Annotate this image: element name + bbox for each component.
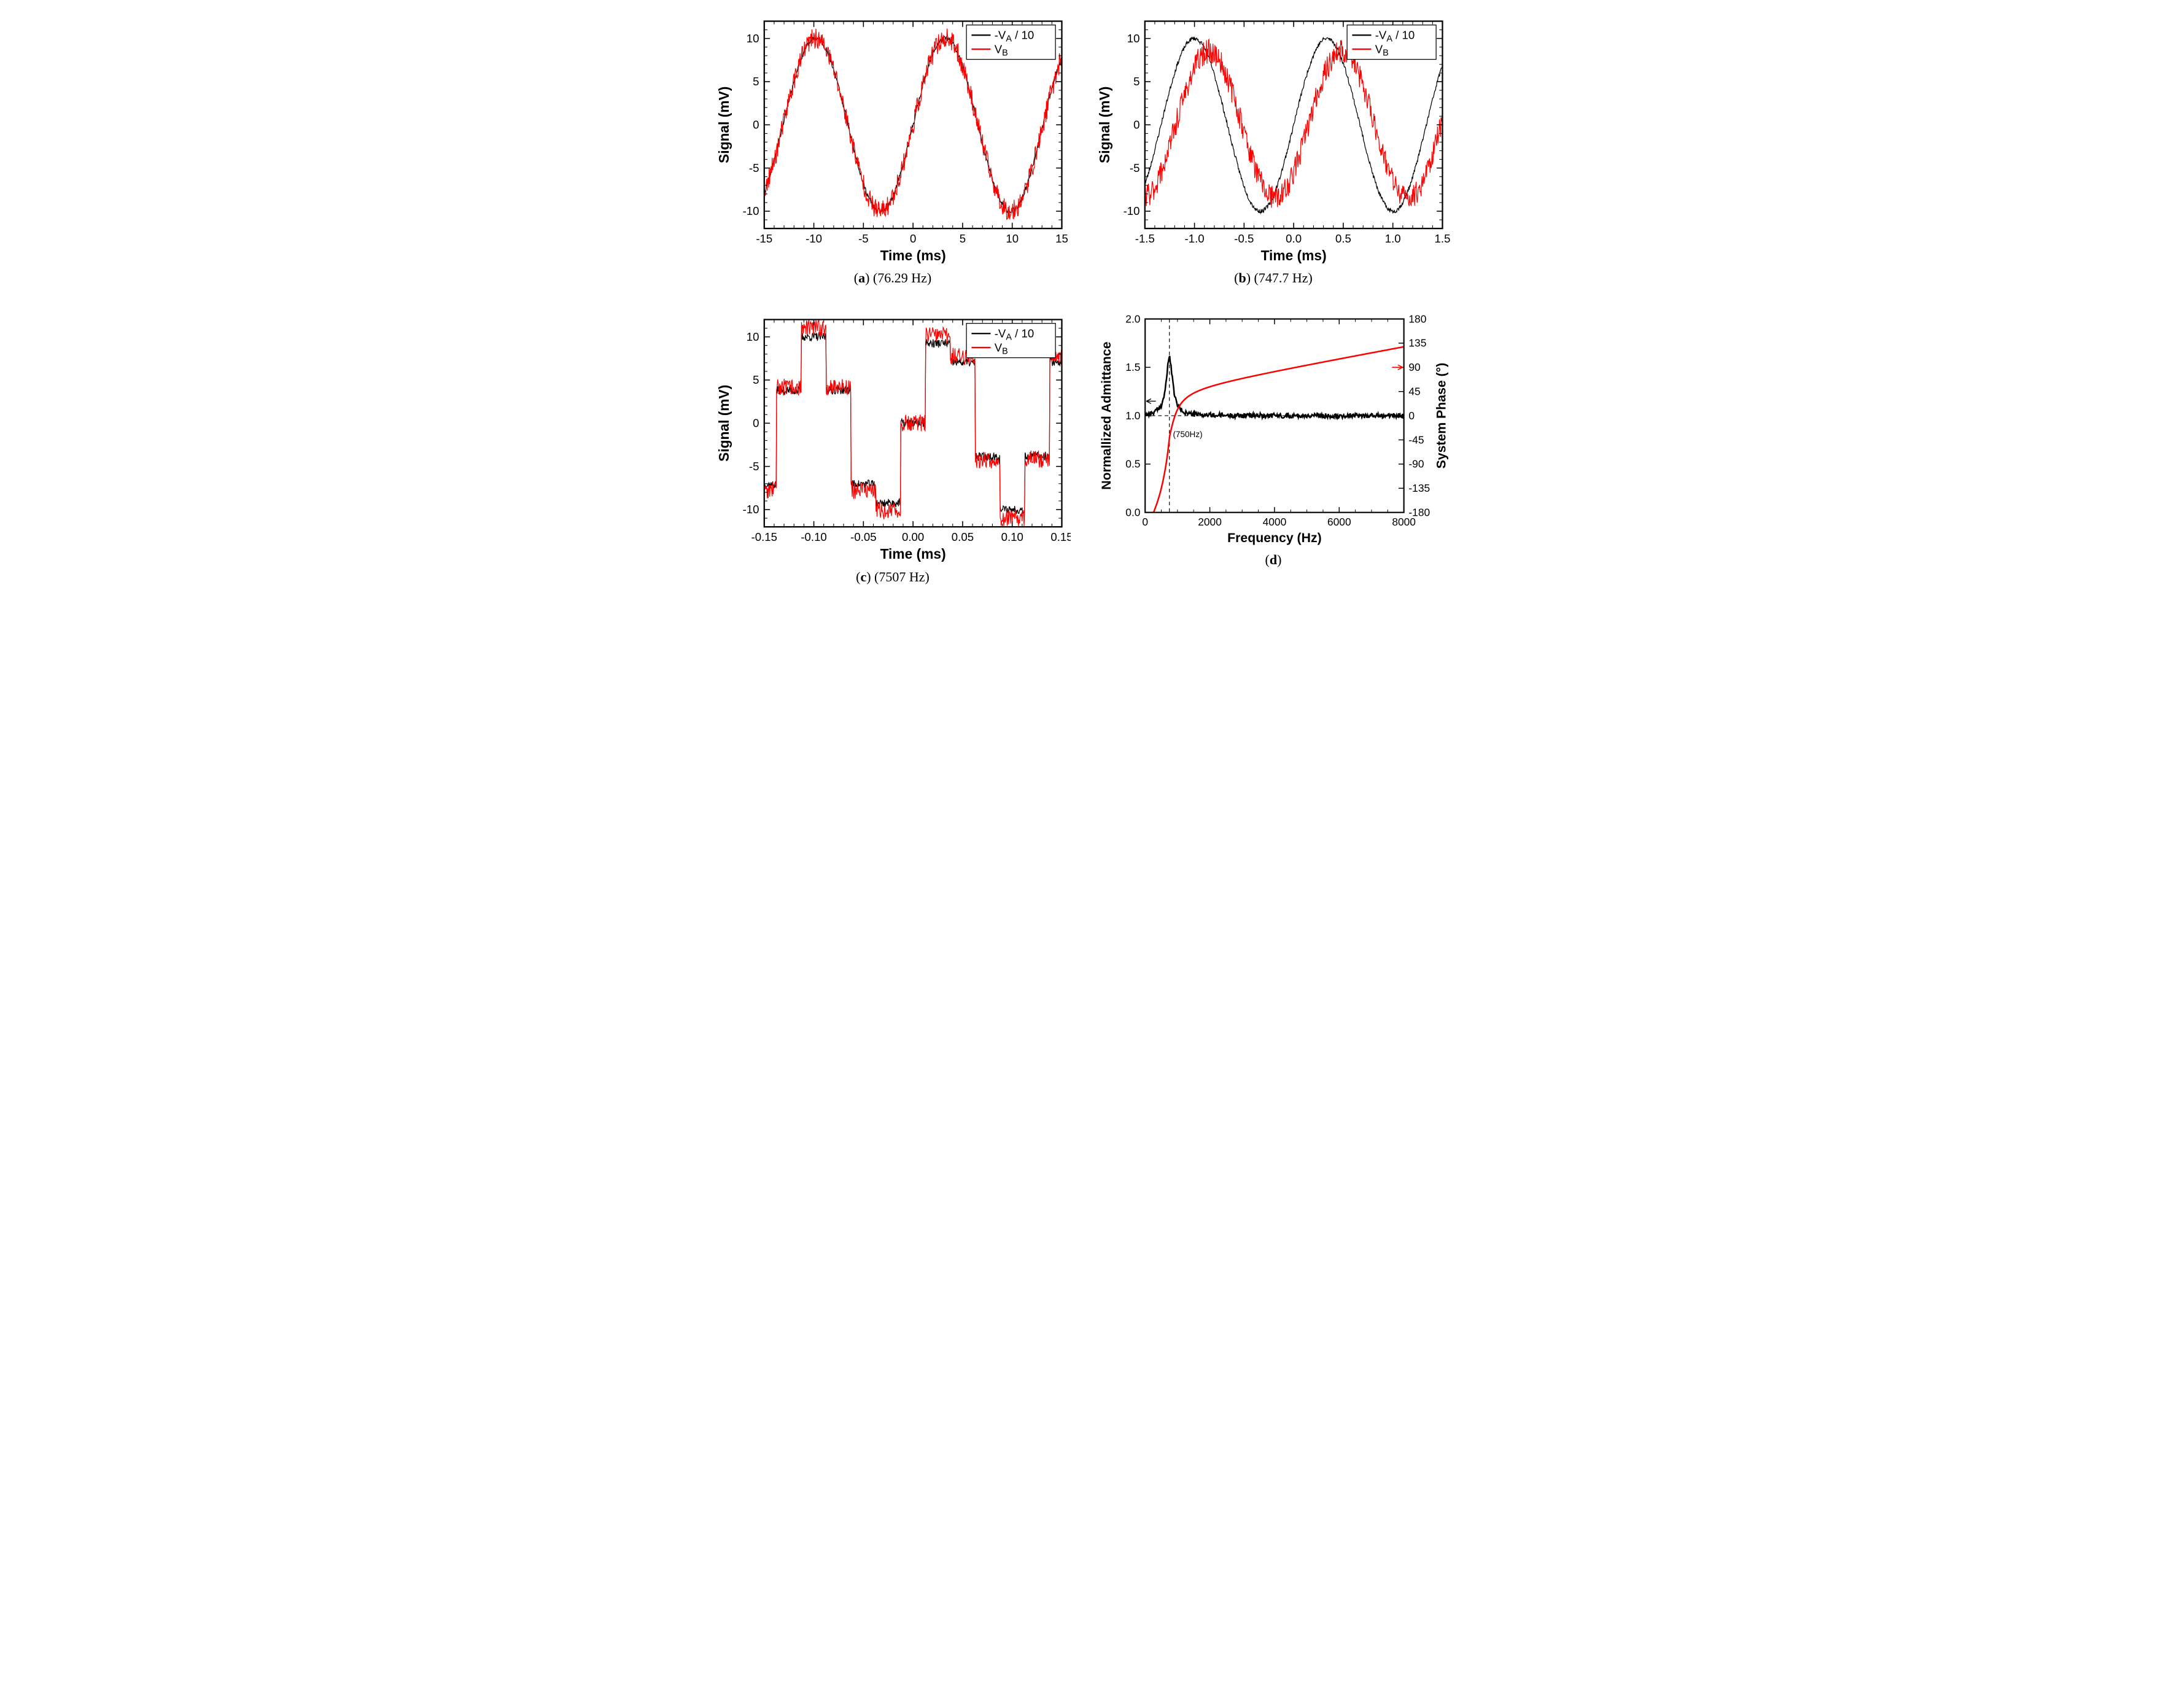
panel-d: 020004000600080000.00.51.01.52.0-180-135… (1095, 311, 1451, 584)
caption-c-text: (7507 Hz) (874, 569, 930, 584)
svg-text:Normallized Admittance: Normallized Admittance (1099, 342, 1114, 490)
svg-text:0.05: 0.05 (952, 530, 974, 543)
svg-text:4000: 4000 (1263, 516, 1287, 528)
svg-text:0.10: 0.10 (1001, 530, 1023, 543)
figure-grid: -15 -10 -5 0 5 10 15 -10 -5 0 5 10 Time (ms) Signal (… (715, 12, 1451, 585)
svg-text:-5: -5 (749, 460, 759, 473)
svg-text:-5: -5 (858, 232, 869, 245)
caption-b-tag: b (1238, 270, 1246, 285)
plot-d-svg: 020004000600080000.00.51.01.52.0-180-135… (1095, 311, 1451, 548)
svg-text:0.5: 0.5 (1125, 458, 1140, 470)
plot-b-svg: -1.5 -1.0 -0.5 0.0 0.5 1.0 1.5 -10 -5 0 5 10 Time (m… (1095, 12, 1451, 266)
svg-text:135: 135 (1408, 337, 1426, 349)
svg-text:-0.05: -0.05 (850, 530, 876, 543)
svg-text:System Phase (°): System Phase (°) (1434, 363, 1448, 469)
svg-text:2.0: 2.0 (1125, 313, 1140, 325)
svg-text:-1.5: -1.5 (1135, 232, 1155, 245)
svg-text:0: 0 (1408, 410, 1415, 422)
svg-text:1.5: 1.5 (1125, 361, 1140, 373)
svg-text:Time (ms): Time (ms) (880, 546, 946, 562)
svg-text:(750Hz): (750Hz) (1173, 430, 1203, 439)
svg-text:-10: -10 (805, 232, 822, 245)
svg-text:1.5: 1.5 (1435, 232, 1451, 245)
panel-a: -15 -10 -5 0 5 10 15 -10 -5 0 5 10 Time (ms) Signal (… (715, 12, 1071, 286)
svg-text:10: 10 (1127, 32, 1140, 45)
svg-text:0: 0 (753, 417, 759, 430)
svg-text:2000: 2000 (1198, 516, 1222, 528)
plot-c-wrap: -0.15 -0.10 -0.05 0.00 0.05 0.10 0.15 -10 -5 0 5 10… (715, 311, 1071, 565)
svg-text:1.0: 1.0 (1125, 410, 1140, 422)
caption-a-tag: a (858, 270, 865, 285)
svg-text:-10: -10 (743, 204, 759, 217)
svg-text:5: 5 (1133, 75, 1139, 88)
svg-text:5: 5 (753, 75, 759, 88)
svg-text:-180: -180 (1408, 507, 1430, 519)
svg-text:Time (ms): Time (ms) (1261, 247, 1327, 263)
svg-text:Signal (mV): Signal (mV) (1097, 87, 1112, 163)
svg-text:0.5: 0.5 (1335, 232, 1351, 245)
svg-text:-90: -90 (1408, 458, 1424, 470)
svg-text:-15: -15 (756, 232, 772, 245)
svg-text:6000: 6000 (1327, 516, 1351, 528)
svg-text:0.00: 0.00 (902, 530, 924, 543)
svg-text:-135: -135 (1408, 482, 1430, 494)
svg-text:10: 10 (1006, 232, 1019, 245)
svg-text:90: 90 (1408, 361, 1420, 373)
svg-text:15: 15 (1055, 232, 1068, 245)
svg-text:0: 0 (910, 232, 916, 245)
svg-text:-0.10: -0.10 (801, 530, 826, 543)
panel-b: -1.5 -1.0 -0.5 0.0 0.5 1.0 1.5 -10 -5 0 5 10 Time (m… (1095, 12, 1451, 286)
caption-a-text: (76.29 Hz) (873, 270, 931, 285)
svg-text:Frequency (Hz): Frequency (Hz) (1227, 530, 1322, 545)
svg-text:-0.5: -0.5 (1234, 232, 1254, 245)
svg-text:10: 10 (747, 330, 759, 343)
caption-b-text: (747.7 Hz) (1254, 270, 1313, 285)
svg-text:Time (ms): Time (ms) (880, 247, 946, 263)
svg-text:0.0: 0.0 (1125, 507, 1140, 519)
plot-a-wrap: -15 -10 -5 0 5 10 15 -10 -5 0 5 10 Time (ms) Signal (… (715, 12, 1071, 266)
caption-c-tag: c (860, 569, 866, 584)
svg-text:-45: -45 (1408, 434, 1424, 446)
caption-d: (d) (1265, 552, 1282, 568)
svg-text:0: 0 (1142, 516, 1148, 528)
svg-text:45: 45 (1408, 386, 1420, 398)
svg-text:1.0: 1.0 (1385, 232, 1401, 245)
svg-text:10: 10 (747, 32, 759, 45)
svg-text:0: 0 (1133, 118, 1139, 131)
svg-text:0: 0 (753, 118, 759, 131)
svg-text:5: 5 (753, 373, 759, 386)
svg-text:-10: -10 (1124, 204, 1140, 217)
plot-d-wrap: 020004000600080000.00.51.01.52.0-180-135… (1095, 311, 1451, 548)
svg-text:5: 5 (960, 232, 966, 245)
plot-c-svg: -0.15 -0.10 -0.05 0.00 0.05 0.10 0.15 -10 -5 0 5 10… (715, 311, 1071, 565)
svg-text:180: 180 (1408, 313, 1426, 325)
caption-c: (c) (7507 Hz) (856, 569, 930, 585)
panel-c: -0.15 -0.10 -0.05 0.00 0.05 0.10 0.15 -10 -5 0 5 10… (715, 311, 1071, 584)
plot-a-svg: -15 -10 -5 0 5 10 15 -10 -5 0 5 10 Time (ms) Signal (… (715, 12, 1071, 266)
svg-text:-0.15: -0.15 (751, 530, 777, 543)
svg-text:Signal (mV): Signal (mV) (716, 87, 732, 163)
svg-text:Signal (mV): Signal (mV) (716, 385, 732, 462)
svg-text:-1.0: -1.0 (1185, 232, 1205, 245)
svg-text:0.0: 0.0 (1286, 232, 1302, 245)
svg-text:0.15: 0.15 (1050, 530, 1071, 543)
svg-text:-5: -5 (749, 161, 759, 174)
caption-b: (b) (747.7 Hz) (1234, 270, 1313, 286)
plot-b-wrap: -1.5 -1.0 -0.5 0.0 0.5 1.0 1.5 -10 -5 0 5 10 Time (m… (1095, 12, 1451, 266)
svg-text:-5: -5 (1130, 161, 1140, 174)
caption-d-tag: d (1270, 552, 1277, 567)
svg-text:-10: -10 (743, 503, 759, 516)
caption-a: (a) (76.29 Hz) (854, 270, 931, 286)
